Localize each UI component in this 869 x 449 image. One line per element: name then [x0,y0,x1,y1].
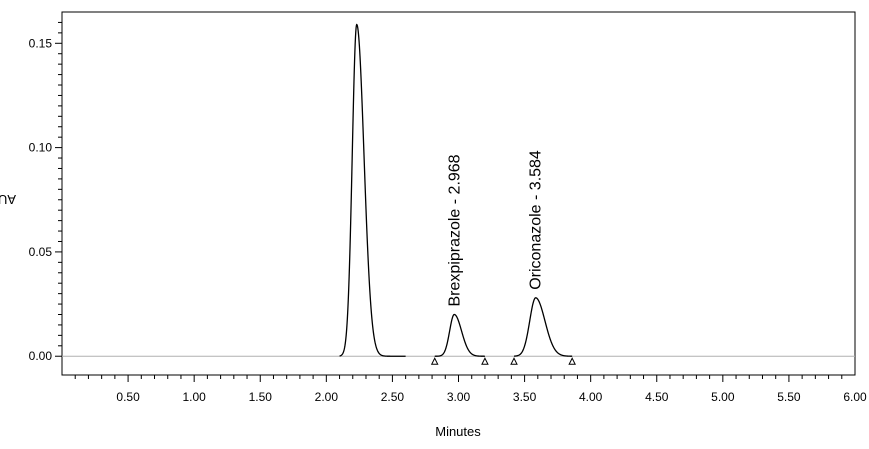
x-tick-label: 3.00 [447,390,471,404]
chromatogram-traces [339,23,573,357]
x-tick-label: 4.00 [579,390,603,404]
x-tick-label: 5.00 [711,390,735,404]
integration-marker [510,357,518,365]
x-tick-label: 2.50 [381,390,405,404]
integration-marker [430,357,439,365]
trace-segment-2 [434,313,485,357]
trace-segment-3 [513,297,573,357]
y-axis-title: AU [0,192,16,207]
y-tick-label: 0.15 [29,36,53,50]
y-tick-label: 0.00 [29,349,53,363]
x-tick-label: 0.50 [116,390,140,404]
x-tick-label: 5.50 [777,390,801,404]
trace-segment-1 [339,23,406,357]
integration-marker [568,357,576,365]
x-tick-label: 1.50 [249,390,273,404]
peak-label: Oriconazole - 3.584 [528,150,545,290]
y-tick-label: 0.05 [29,245,53,259]
y-axis-ticks: 0.00 0.05 0.10 0.15 [29,21,62,363]
peak-label: Brexpiprazole - 2.968 [446,154,463,306]
x-tick-label: 4.50 [645,390,669,404]
x-tick-label: 1.00 [182,390,206,404]
integration-markers [430,357,576,365]
x-axis-title: Minutes [435,424,481,439]
y-tick-label: 0.10 [29,141,53,155]
x-tick-label: 6.00 [843,390,867,404]
x-tick-label: 3.50 [513,390,537,404]
x-tick-label: 2.00 [315,390,339,404]
x-axis-ticks: 0.50 1.00 1.50 2.00 2.50 3.00 3.50 4.00 4.50 5.00… [74,375,867,404]
peak-labels: Brexpiprazole - 2.968 Oriconazole - 3.584 [446,150,544,306]
integration-marker [481,357,489,365]
